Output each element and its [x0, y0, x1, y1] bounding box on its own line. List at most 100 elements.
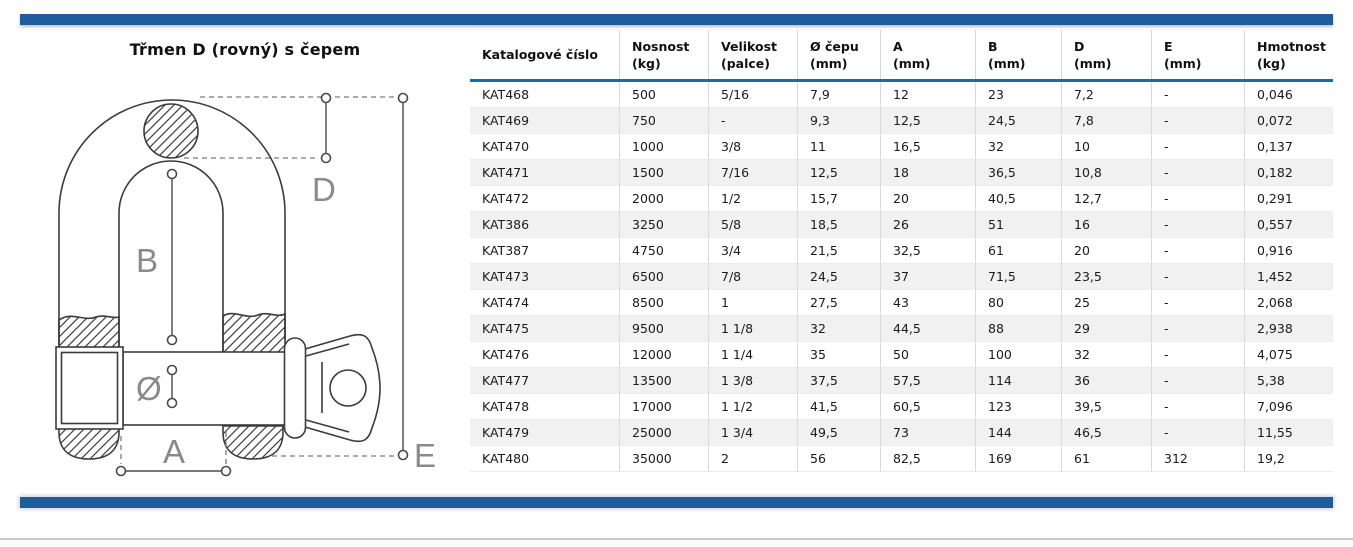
table-cell: 71,5 [976, 264, 1062, 290]
table-row: KAT476 12000 1 1/4 35 50 100 32-4,075 [470, 342, 1333, 368]
table-cell: 11,55 [1245, 420, 1333, 446]
table-cell: KAT475 [470, 316, 620, 342]
table-cell: 10 [1062, 134, 1152, 160]
page-bottom-margin [0, 540, 1353, 547]
table-cell: 7,9 [798, 82, 881, 108]
table-cell: - [1152, 134, 1245, 160]
table-cell: 1500 [620, 160, 709, 186]
table-cell: - [1152, 368, 1245, 394]
table-cell: 7,8 [1062, 108, 1152, 134]
table-cell: 18,5 [798, 212, 881, 238]
table-cell: KAT387 [470, 238, 620, 264]
shackle-diagram: D B Ø A E [55, 92, 436, 477]
label-A: A [163, 433, 185, 470]
table-cell: 144 [976, 420, 1062, 446]
label-diameter: Ø [136, 370, 162, 407]
table-cell: KAT386 [470, 212, 620, 238]
table-cell: 3/8 [709, 134, 798, 160]
specification-table: Katalogové číslo Nosnost (kg) Velikost (palc… [470, 30, 1333, 472]
table-cell: 32,5 [881, 238, 976, 264]
column-header: Hmotnost (kg) [1245, 30, 1333, 79]
table-cell: 500 [620, 82, 709, 108]
column-header: Velikost (palce) [709, 30, 798, 79]
table-cell: 56 [798, 446, 881, 472]
table-cell: 123 [976, 394, 1062, 420]
table-cell: - [1152, 264, 1245, 290]
table-cell: 0,916 [1245, 238, 1333, 264]
bottom-accent-bar [20, 497, 1333, 508]
table-cell: 12 [881, 82, 976, 108]
page-title: Třmen D (rovný) s čepem [129, 40, 361, 59]
header-underline [470, 79, 1333, 82]
table-cell: 25000 [620, 420, 709, 446]
table-cell: 32 [798, 316, 881, 342]
table-cell: 41,5 [798, 394, 881, 420]
table-row: KAT480 35000 2 56 82,5 169 61 312 19,2 [470, 446, 1333, 472]
table-cell: 12,7 [1062, 186, 1152, 212]
table-cell: 0,291 [1245, 186, 1333, 212]
table-cell: 61 [976, 238, 1062, 264]
table-cell: - [1152, 82, 1245, 108]
table-row: KAT477 13500 1 3/8 37,5 57,5 114 36-5,38 [470, 368, 1333, 394]
table-cell: KAT468 [470, 82, 620, 108]
table-row: KAT472 2000 1/2 15,7 20 40,5 12,7-0,291 [470, 186, 1333, 212]
table-cell: 46,5 [1062, 420, 1152, 446]
table-cell: KAT472 [470, 186, 620, 212]
table-cell: KAT473 [470, 264, 620, 290]
column-header: A (mm) [881, 30, 976, 79]
table-cell: 15,7 [798, 186, 881, 212]
table-cell: 50 [881, 342, 976, 368]
dimension-D: D [312, 92, 336, 208]
table-cell: 12,5 [798, 160, 881, 186]
table-cell: 10,8 [1062, 160, 1152, 186]
table-cell: 7/16 [709, 160, 798, 186]
table-cell: 40,5 [976, 186, 1062, 212]
table-cell: 312 [1152, 446, 1245, 472]
table-cell: - [1152, 316, 1245, 342]
table-cell: 61 [1062, 446, 1152, 472]
table-cell: - [1152, 108, 1245, 134]
table-cell: 2000 [620, 186, 709, 212]
table-cell: 4750 [620, 238, 709, 264]
table-cell: 169 [976, 446, 1062, 472]
table-cell: KAT469 [470, 108, 620, 134]
table-body: KAT468 500 5/16 7,9 12 23 7,2-0,046 KAT469 750-9… [470, 82, 1333, 472]
table-cell: 18 [881, 160, 976, 186]
table-cell: 43 [881, 290, 976, 316]
bow-outline [58, 99, 286, 353]
table-cell: 4,075 [1245, 342, 1333, 368]
table-row: KAT468 500 5/16 7,9 12 23 7,2-0,046 [470, 82, 1333, 108]
table-cell: 7,096 [1245, 394, 1333, 420]
dimension-E: E [272, 92, 436, 474]
table-row: KAT386 3250 5/8 18,5 26 51 16-0,557 [470, 212, 1333, 238]
pin-body [122, 351, 287, 426]
table-cell: 26 [881, 212, 976, 238]
column-header: Ø čepu (mm) [798, 30, 881, 79]
table-cell: 1,452 [1245, 264, 1333, 290]
table-cell: - [1152, 290, 1245, 316]
table-cell: KAT478 [470, 394, 620, 420]
table-cell: 32 [976, 134, 1062, 160]
table-cell: 6500 [620, 264, 709, 290]
table-cell: KAT470 [470, 134, 620, 160]
table-cell: KAT477 [470, 368, 620, 394]
table-cell: - [1152, 238, 1245, 264]
table-cell: 7/8 [709, 264, 798, 290]
table-row: KAT475 9500 1 1/8 32 44,5 88 29-2,938 [470, 316, 1333, 342]
table-cell: 20 [1062, 238, 1152, 264]
table-cell: 60,5 [881, 394, 976, 420]
dimension-A: A [115, 432, 232, 477]
table-cell: 24,5 [798, 264, 881, 290]
table-cell: 0,557 [1245, 212, 1333, 238]
table-cell: 5/16 [709, 82, 798, 108]
label-B: B [136, 242, 158, 279]
table-cell: 9500 [620, 316, 709, 342]
table-cell: 39,5 [1062, 394, 1152, 420]
table-row: KAT471 1500 7/16 12,5 18 36,5 10,8-0,182 [470, 160, 1333, 186]
dimension-diameter: Ø [136, 364, 178, 409]
table-cell: 1 3/4 [709, 420, 798, 446]
pin-square-head [55, 346, 124, 430]
table-cell: 27,5 [798, 290, 881, 316]
table-cell: 19,2 [1245, 446, 1333, 472]
bow-cross-section [143, 103, 199, 159]
